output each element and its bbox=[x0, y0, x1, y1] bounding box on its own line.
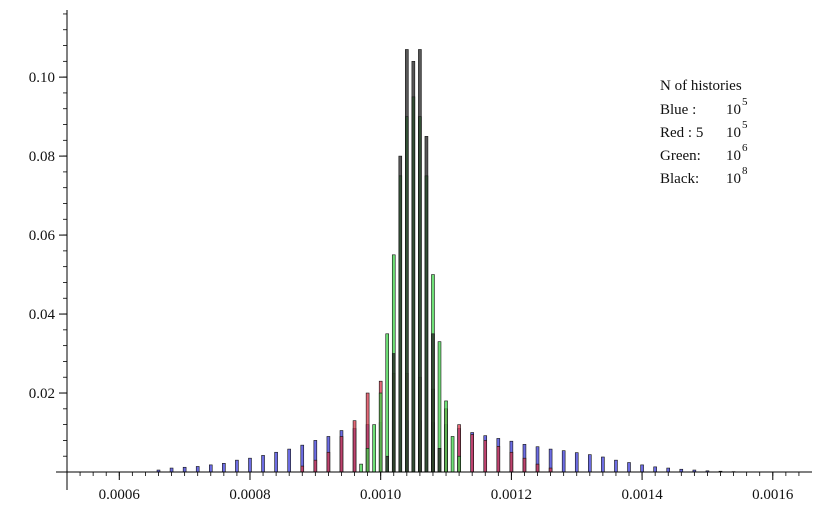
legend: N of histories Blue : 10 5 Red : 5 10 5 … bbox=[660, 78, 748, 187]
legend-entry-3-value: 10 bbox=[726, 148, 741, 164]
series-4-bar bbox=[398, 155, 403, 473]
series-1-bar bbox=[182, 466, 187, 473]
series-1-bar bbox=[274, 451, 278, 473]
series-4-bar bbox=[418, 49, 422, 473]
legend-entry-2-value: 10 bbox=[726, 125, 741, 141]
series-1-bar bbox=[195, 466, 200, 473]
y-tick-label: 0.10 bbox=[29, 70, 55, 86]
series-3-bar bbox=[450, 436, 455, 473]
series-2-bar bbox=[496, 446, 501, 473]
legend-entry-4-exponent: 8 bbox=[742, 165, 748, 177]
series-3-bar bbox=[378, 392, 383, 473]
x-tick-label: 0.0012 bbox=[491, 487, 532, 503]
series-2-bar bbox=[339, 436, 344, 473]
series-2-bar bbox=[352, 420, 357, 473]
series-1-bar bbox=[222, 463, 226, 473]
legend-entry-4-label: Black: bbox=[660, 171, 699, 187]
series-3-bar bbox=[444, 400, 448, 473]
y-axis-ticks: 0.02 0.04 0.06 0.08 0.10 bbox=[29, 13, 67, 473]
series-2-bar bbox=[326, 451, 331, 473]
x-tick-label: 0.0016 bbox=[752, 487, 794, 503]
series-3 bbox=[359, 96, 461, 473]
series-3-bar bbox=[385, 333, 389, 473]
series-4-bar bbox=[431, 333, 435, 473]
x-tick-label: 0.0010 bbox=[360, 487, 401, 503]
series-4-bar bbox=[437, 448, 442, 473]
histogram-bars bbox=[156, 49, 736, 473]
series-1-bar bbox=[653, 466, 657, 473]
series-4-bar bbox=[385, 455, 389, 473]
y-tick-label: 0.08 bbox=[29, 149, 55, 165]
series-2-bar bbox=[483, 440, 488, 473]
legend-entry-3-exponent: 6 bbox=[742, 142, 748, 154]
y-tick-label: 0.02 bbox=[29, 386, 55, 402]
legend-entry-1-exponent: 5 bbox=[742, 96, 748, 108]
series-4-bar bbox=[424, 136, 429, 473]
series-1-bar bbox=[627, 462, 631, 473]
series-1-bar bbox=[614, 459, 618, 473]
series-4-bar bbox=[411, 61, 416, 473]
series-1-bar bbox=[666, 467, 670, 473]
series-2-bar bbox=[522, 457, 527, 473]
legend-entry-2-label: Red : 5 bbox=[660, 125, 703, 141]
legend-entry-4-value: 10 bbox=[726, 171, 741, 187]
legend-entry-1-value: 10 bbox=[726, 102, 741, 118]
series-3-bar bbox=[365, 448, 370, 473]
legend-entry-1-label: Blue : bbox=[660, 102, 696, 118]
series-3-bar bbox=[359, 463, 363, 473]
series-1-bar bbox=[574, 452, 579, 473]
y-tick-label: 0.04 bbox=[29, 307, 56, 323]
y-tick-label: 0.06 bbox=[29, 228, 56, 244]
series-1-bar bbox=[640, 464, 644, 473]
series-3-bar bbox=[457, 455, 461, 473]
series-1-bar bbox=[261, 455, 265, 473]
x-tick-label: 0.0014 bbox=[621, 487, 663, 503]
series-1-bar bbox=[248, 457, 252, 473]
series-1-bar bbox=[169, 467, 174, 473]
series-1-bar bbox=[235, 459, 239, 473]
x-tick-label: 0.0006 bbox=[99, 487, 141, 503]
legend-entry-3-label: Green: bbox=[660, 148, 701, 164]
series-3-bar bbox=[372, 424, 376, 473]
series-2-bar bbox=[470, 434, 474, 473]
series-4-bar bbox=[405, 49, 409, 473]
series-1-bar bbox=[601, 456, 605, 473]
series-4-bar bbox=[391, 353, 396, 473]
legend-entry-2-exponent: 5 bbox=[742, 119, 748, 131]
series-2-bar bbox=[535, 463, 540, 473]
series-1-bar bbox=[209, 464, 213, 473]
series-2-bar bbox=[300, 465, 305, 473]
series-2-bar bbox=[509, 451, 514, 473]
series-2-bar bbox=[313, 459, 318, 473]
series-2-bar bbox=[548, 467, 553, 473]
series-1-bar bbox=[561, 450, 566, 473]
x-axis-ticks: 0.0006 0.0008 0.0010 0.0012 0.0014 0.0016 bbox=[79, 472, 800, 503]
series-1-bar bbox=[588, 454, 592, 473]
legend-title: N of histories bbox=[660, 78, 742, 94]
x-tick-label: 0.0008 bbox=[229, 487, 270, 503]
series-1-bar bbox=[287, 448, 291, 473]
